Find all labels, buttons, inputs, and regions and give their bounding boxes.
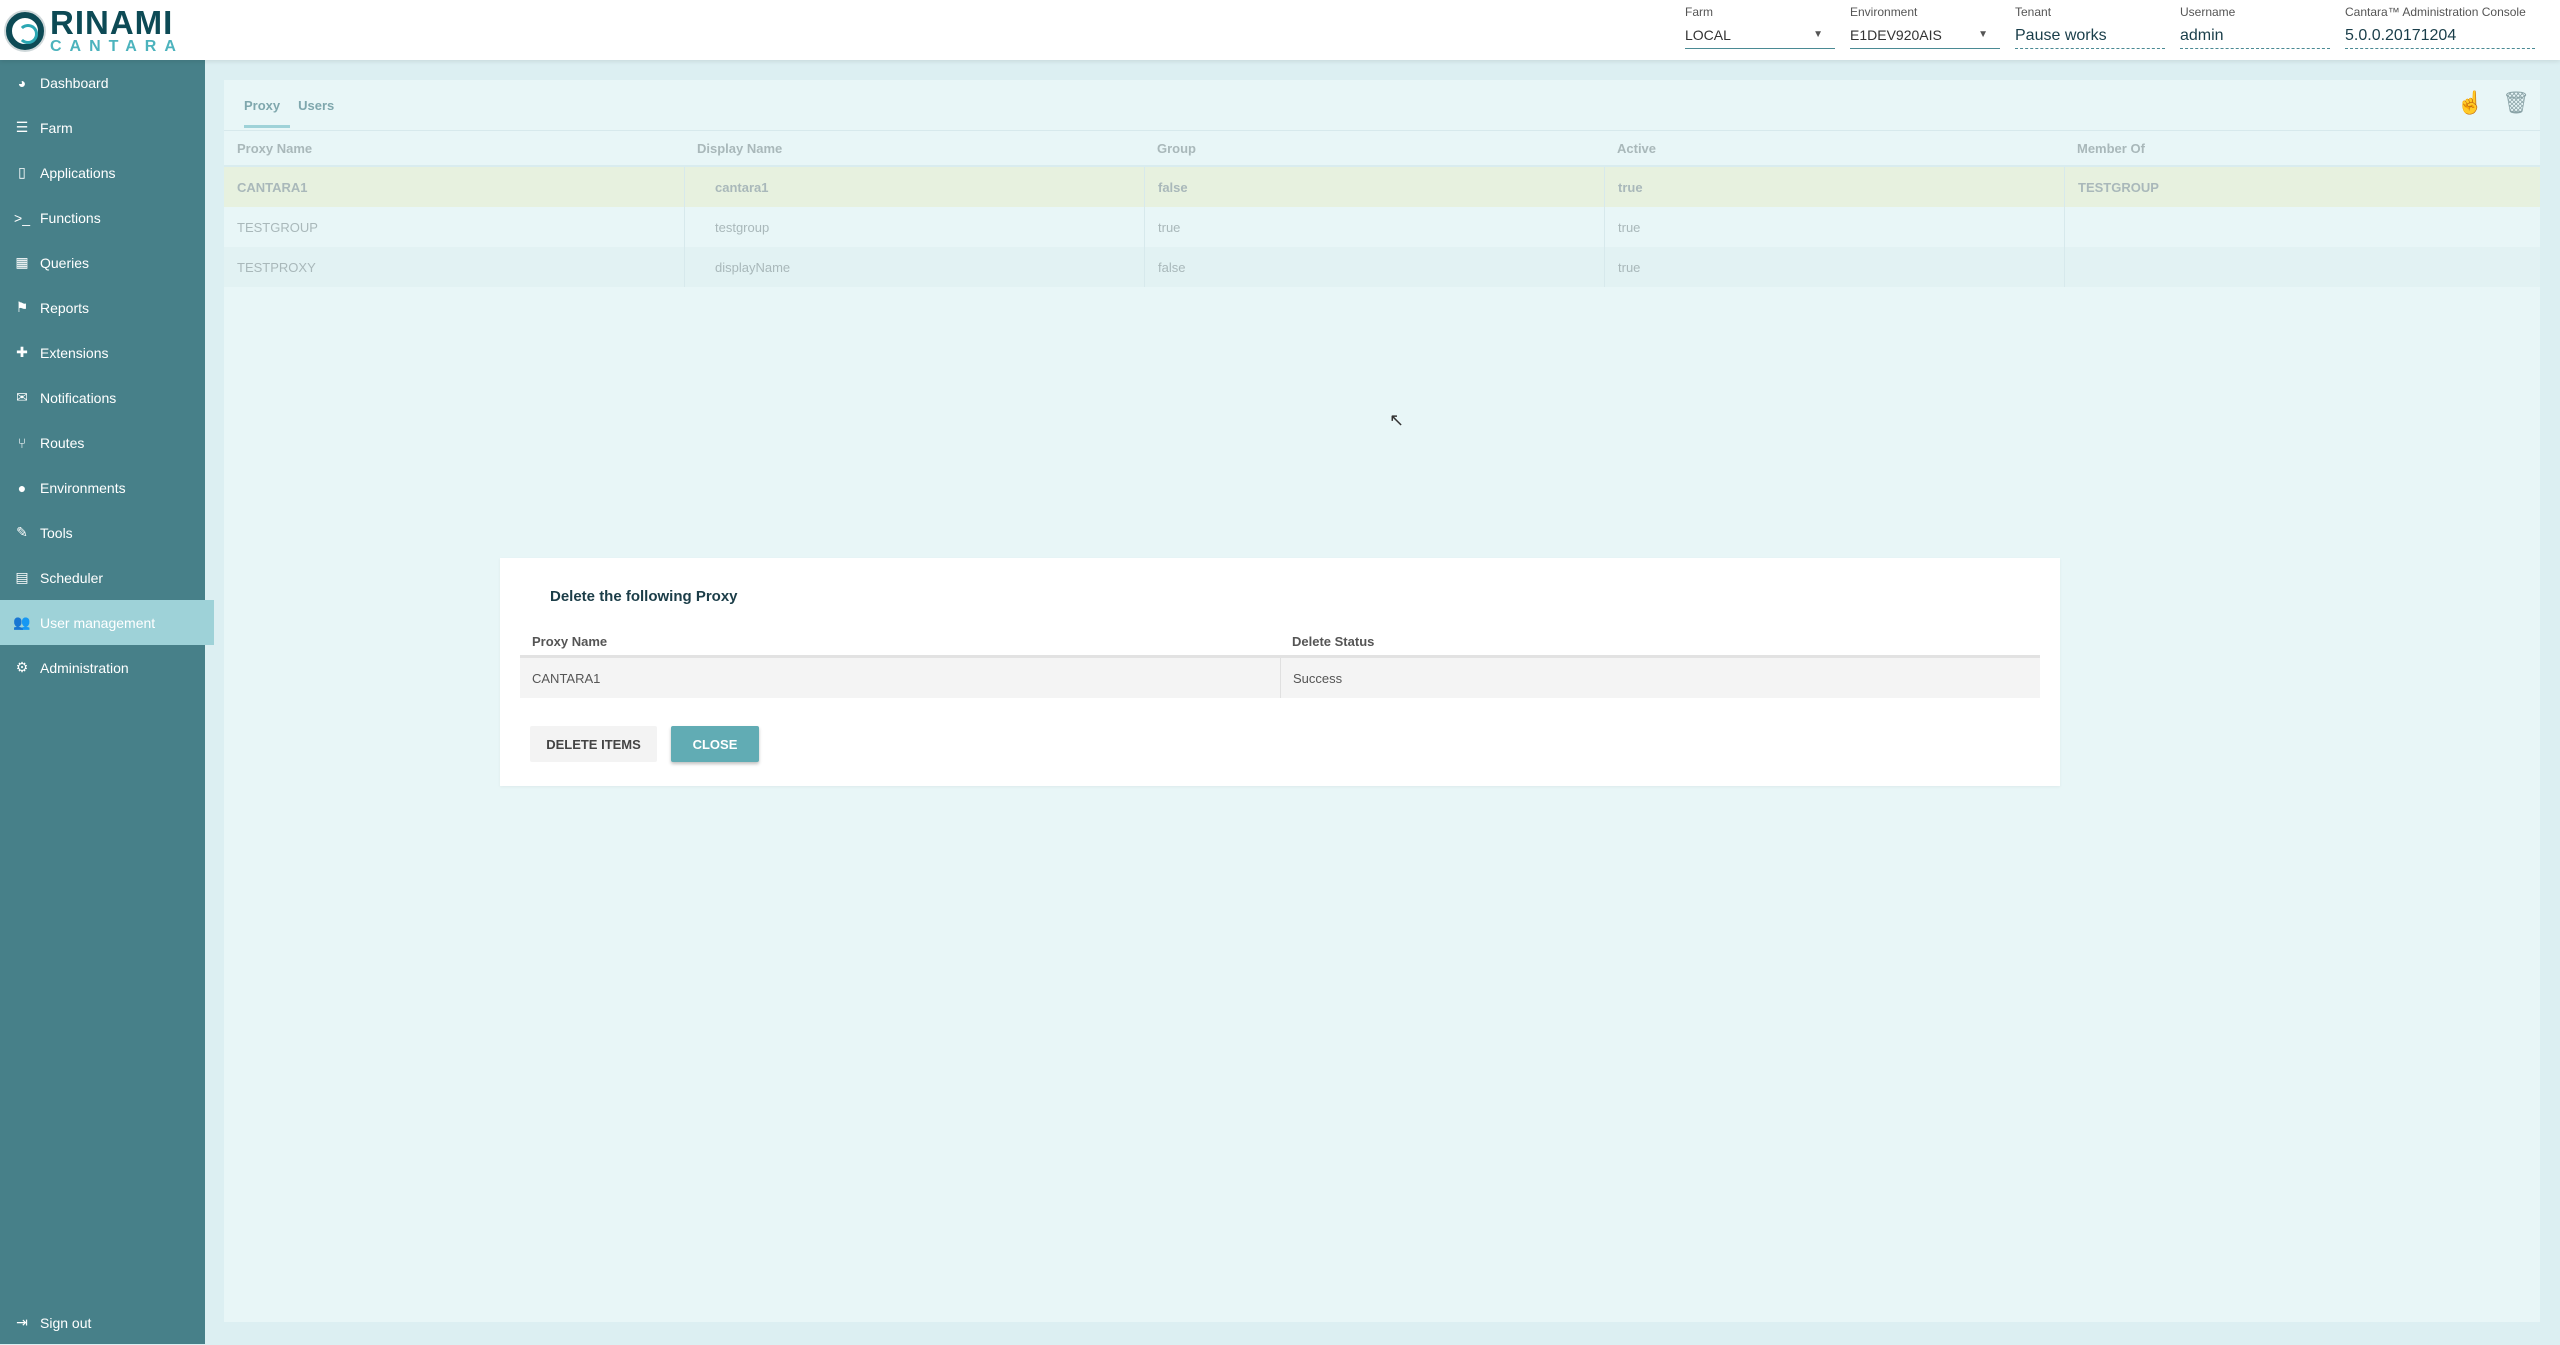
- table-cell: cantara1: [684, 167, 1144, 207]
- sidebar-item-applications[interactable]: ▯ Applications: [0, 150, 205, 195]
- table-header: Proxy Name Delete Status: [520, 628, 2040, 658]
- table-icon: ▦: [15, 254, 29, 270]
- column-header[interactable]: Proxy Name: [237, 140, 313, 156]
- tenant-value: Pause works: [2015, 27, 2165, 49]
- tenant-field: Tenant Pause works: [2015, 5, 2165, 49]
- flag-icon: ⚑: [15, 299, 29, 315]
- sidebar-item-notifications[interactable]: ✉ Notifications: [0, 375, 205, 420]
- sidebar-item-administration[interactable]: ⚙ Administration: [0, 645, 205, 690]
- table-header: Proxy Name Display Name Group Active Mem…: [224, 131, 2540, 167]
- delete-status-table: Proxy Name Delete Status CANTARA1 Succes…: [520, 628, 2040, 698]
- table-cell: CANTARA1: [237, 179, 308, 195]
- terminal-icon: >_: [14, 209, 30, 226]
- sidebar-item-scheduler[interactable]: ▤ Scheduler: [0, 555, 205, 600]
- close-button[interactable]: CLOSE: [671, 726, 759, 762]
- top-header: RINAMI CANTARA Farm LOCAL ▼ Environment E1…: [0, 0, 2560, 60]
- table-cell: TESTPROXY: [237, 259, 316, 275]
- delete-proxy-dialog: Delete the following Proxy Proxy Name De…: [500, 558, 2060, 786]
- table-cell: true: [1604, 167, 2064, 207]
- sidebar-item-user-management[interactable]: 👥 User management: [0, 600, 214, 645]
- table-cell: displayName: [684, 247, 1144, 287]
- farm-value: LOCAL: [1685, 27, 1731, 43]
- table-cell: true: [1604, 207, 2064, 247]
- sign-out-icon: ⇥: [16, 1314, 28, 1330]
- sign-out-button[interactable]: ⇥ Sign out: [0, 1300, 205, 1345]
- tab-users[interactable]: Users: [298, 98, 335, 113]
- sidebar-item-dashboard[interactable]: ◕ Dashboard: [0, 60, 205, 105]
- table-row[interactable]: CANTARA1 cantara1 false true TESTGROUP: [224, 167, 2540, 207]
- table-cell: false: [1144, 247, 1604, 287]
- farm-select[interactable]: Farm LOCAL ▼: [1685, 5, 1835, 49]
- sidebar-item-queries[interactable]: ▦ Queries: [0, 240, 205, 285]
- column-header[interactable]: Active: [1617, 140, 1657, 156]
- table-row: CANTARA1 Success: [520, 658, 2040, 698]
- puzzle-icon: ✚: [16, 344, 28, 360]
- envelope-icon: ✉: [16, 389, 28, 405]
- username-value: admin: [2180, 27, 2330, 49]
- tablet-icon: ▯: [18, 164, 26, 180]
- table-cell: [2064, 207, 2524, 247]
- sidebar-item-environments[interactable]: ● Environments: [0, 465, 205, 510]
- username-field: Username admin: [2180, 5, 2330, 49]
- users-icon: 👥: [13, 614, 31, 630]
- gear-icon: ⚙: [15, 659, 29, 675]
- sidebar-item-routes[interactable]: ⑂ Routes: [0, 420, 205, 465]
- dialog-title: Delete the following Proxy: [550, 588, 738, 605]
- table-cell: CANTARA1: [532, 670, 601, 686]
- environment-select[interactable]: Environment E1DEV920AIS ▼: [1850, 5, 2000, 49]
- sidebar-item-functions[interactable]: >_ Functions: [0, 195, 205, 240]
- table-cell: true: [1604, 247, 2064, 287]
- trash-icon[interactable]: 🗑: [2502, 90, 2530, 115]
- column-header: Delete Status: [1292, 634, 1375, 649]
- sidebar: ◕ Dashboard ☰ Farm ▯ Applications >_ Functio…: [0, 60, 214, 1345]
- table-cell: false: [1144, 167, 1604, 207]
- sidebar-item-extensions[interactable]: ✚ Extensions: [0, 330, 205, 375]
- username-label: Username: [2180, 5, 2236, 19]
- column-header: Proxy Name: [532, 634, 608, 649]
- logo-icon: [6, 11, 44, 50]
- column-header[interactable]: Group: [1157, 140, 1196, 156]
- tab-bar: Proxy Users: [244, 98, 352, 128]
- table-row[interactable]: TESTPROXY displayName false true: [224, 247, 2540, 287]
- mouse-cursor-icon: ↖: [1389, 410, 1405, 430]
- table-cell: TESTGROUP: [237, 219, 318, 235]
- delete-items-button[interactable]: DELETE ITEMS: [530, 726, 657, 762]
- wrench-icon: ✎: [16, 524, 28, 540]
- farm-label: Farm: [1685, 5, 1713, 19]
- status-cell: Success: [1280, 658, 1342, 698]
- proxy-table: Proxy Name Display Name Group Active Mem…: [224, 130, 2540, 287]
- dropdown-caret-icon[interactable]: ▼: [1813, 29, 1823, 40]
- sidebar-item-farm[interactable]: ☰ Farm: [0, 105, 205, 150]
- fork-icon: ⑂: [17, 434, 27, 451]
- server-icon: ☰: [15, 119, 29, 135]
- rinami-cantara-logo: RINAMI CANTARA: [6, 6, 184, 55]
- environment-label: Environment: [1850, 5, 1918, 19]
- console-label: Cantara™ Administration Console: [2345, 5, 2526, 19]
- sidebar-item-reports[interactable]: ⚑ Reports: [0, 285, 205, 330]
- table-row[interactable]: TESTGROUP testgroup true true: [224, 207, 2540, 247]
- tab-proxy[interactable]: Proxy: [244, 98, 291, 128]
- table-cell: [2064, 247, 2524, 287]
- column-header[interactable]: Member Of: [2077, 140, 2145, 156]
- environment-value: E1DEV920AIS: [1850, 27, 1942, 43]
- sidebar-item-tools[interactable]: ✎ Tools: [0, 510, 205, 555]
- dropdown-caret-icon[interactable]: ▼: [1978, 29, 1988, 40]
- console-version: 5.0.0.20171204: [2345, 27, 2535, 49]
- dashboard-icon: ◕: [17, 74, 27, 91]
- table-cell: TESTGROUP: [2064, 167, 2524, 207]
- table-cell: testgroup: [684, 207, 1144, 247]
- console-version-field: Cantara™ Administration Console 5.0.0.20…: [2345, 5, 2535, 49]
- calendar-icon: ▤: [15, 569, 29, 585]
- hand-pointer-icon[interactable]: ☝: [2456, 90, 2485, 115]
- column-header[interactable]: Display Name: [697, 140, 783, 156]
- globe-icon: ●: [17, 479, 27, 496]
- table-cell: true: [1144, 207, 1604, 247]
- tenant-label: Tenant: [2015, 5, 2052, 19]
